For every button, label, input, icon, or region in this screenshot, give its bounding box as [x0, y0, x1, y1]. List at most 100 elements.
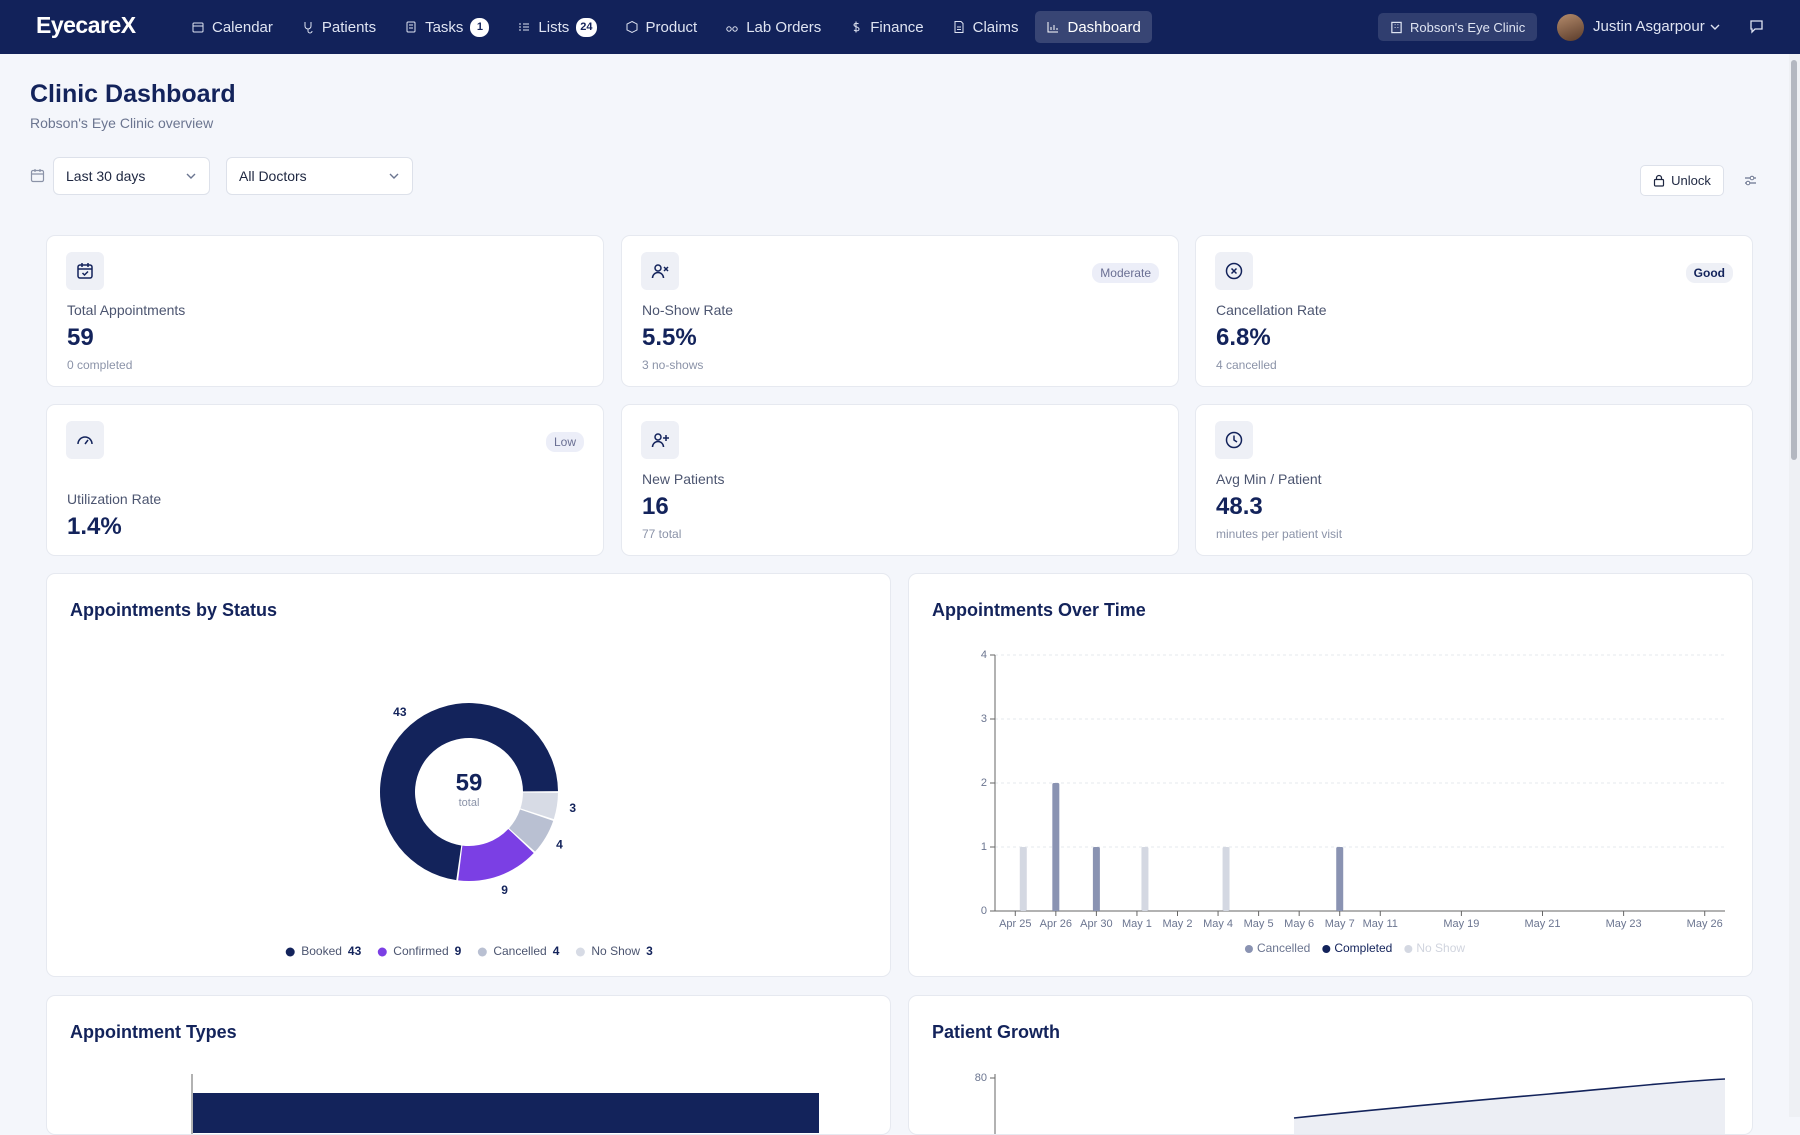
nav-item[interactable]: Dashboard [1035, 11, 1152, 43]
chevron [389, 173, 399, 179]
y-tick-label: 2 [981, 777, 987, 789]
kpi-card: Moderate No-Show Rate 5.5% 3 no-shows [621, 235, 1179, 387]
kpi-card: New Patients 16 77 total [621, 404, 1179, 556]
time-card: Appointments Over Time 0 1 2 3 4 Apr 25 Apr 26… [908, 573, 1753, 977]
legend-label: Cancelled [1257, 941, 1310, 955]
nav-label: Patients [321, 18, 377, 36]
nav-item[interactable]: Lab Orders [714, 11, 832, 43]
user-chevron[interactable] [1709, 21, 1721, 33]
kpi-badge: Good [1685, 263, 1733, 283]
kpi-value: 16 [642, 493, 669, 520]
kpi-card: Avg Min / Patient 48.3 minutes per patient… [1195, 404, 1753, 556]
status-card: Appointments by Status 43 9 4 3 59 total Booke… [46, 573, 891, 977]
chat-icon[interactable] [1749, 19, 1764, 34]
slice-label: 9 [501, 883, 508, 897]
nav-item[interactable]: Lists 24 [506, 11, 607, 43]
kpi-card: Low Utilization Rate 1.4% [46, 404, 604, 556]
x-tick-label: May 19 [1443, 918, 1479, 930]
slice-label: 43 [393, 705, 407, 719]
top-nav: EyecareX Calendar Patients Tasks 1 Lists 24 Pr… [0, 0, 1800, 54]
calendar-icon [30, 169, 45, 183]
area-decoration [1294, 1079, 1725, 1134]
lock-icon [1654, 174, 1665, 187]
avatar[interactable] [1557, 14, 1584, 41]
nav-item[interactable]: Product [614, 11, 709, 43]
bar [1052, 783, 1060, 911]
legend-label: Booked [301, 944, 342, 958]
donut-slice [380, 703, 558, 881]
kpi-value: 5.5% [642, 324, 697, 351]
legend-value: 3 [646, 944, 653, 958]
nav-icon [1047, 22, 1059, 33]
nav-icon [304, 22, 313, 34]
doctor-select[interactable]: All Doctors [226, 157, 413, 195]
nav-label: Lab Orders [746, 18, 822, 36]
kpi-icon-box [66, 421, 104, 459]
nav-item[interactable]: Claims [941, 11, 1030, 43]
nav-item[interactable]: Tasks 1 [393, 11, 500, 43]
legend: Cancelled Completed No Show [1244, 941, 1465, 955]
kpi-label: Total Appointments [67, 302, 186, 318]
unlock-button[interactable]: Unlock [1640, 165, 1724, 196]
nav-label: Dashboard [1067, 18, 1141, 36]
card-title: Patient Growth [932, 1022, 1061, 1042]
y-tick-label: 0 [981, 905, 987, 917]
card-title: Appointment Types [70, 1022, 237, 1042]
x-tick-label: May 4 [1203, 918, 1233, 930]
page-subtitle: Robson's Eye Clinic overview [30, 115, 214, 131]
legend-label: Completed [1334, 941, 1392, 955]
bar-decoration [193, 1093, 819, 1133]
nav-item[interactable]: Patients [290, 11, 387, 43]
kpi-label: No-Show Rate [642, 302, 734, 318]
kpi-card: Good Cancellation Rate 6.8% 4 cancelled [1195, 235, 1753, 387]
range-select[interactable]: Last 30 days [53, 157, 210, 195]
y-tick-label: 3 [981, 713, 987, 725]
legend-label: No Show [591, 944, 640, 958]
slice-label: 3 [569, 801, 576, 815]
donut-slice [458, 829, 534, 881]
x-tick-label: May 26 [1687, 918, 1723, 930]
donut-slice [520, 792, 558, 820]
growth-card: Patient Growth 80 [908, 995, 1753, 1135]
x-tick-label: Apr 26 [1040, 918, 1072, 930]
nav-item[interactable]: Finance [838, 11, 934, 43]
nav-icon [519, 23, 530, 31]
nav-item[interactable]: Calendar [180, 11, 284, 43]
kpi-icon-box [66, 252, 104, 290]
nav-label: Tasks [425, 18, 464, 36]
nav-items: Calendar Patients Tasks 1 Lists 24 Product Lab … [180, 11, 1152, 43]
kpi-icon-box [641, 252, 679, 290]
clinic-switcher[interactable]: Robson's Eye Clinic [1378, 13, 1538, 41]
x-tick-label: May 5 [1244, 918, 1274, 930]
unlock-label: Unlock [1671, 173, 1711, 188]
kpi-sub: 77 total [642, 527, 682, 541]
kpi-badge: Moderate [1092, 263, 1159, 283]
nav-label: Finance [870, 18, 924, 36]
x-tick-label: May 2 [1163, 918, 1193, 930]
kpi-card: Total Appointments 59 0 completed [46, 235, 604, 387]
user-name[interactable]: Justin Asgarpour [1593, 18, 1705, 35]
logo[interactable]: EyecareX [36, 12, 136, 38]
range-value: Last 30 days [66, 168, 146, 184]
kpi-value: 59 [67, 324, 94, 351]
nav-icon [954, 21, 964, 33]
bar [1222, 847, 1230, 911]
kpi-label: Avg Min / Patient [1216, 471, 1322, 487]
nav-icon [853, 21, 860, 33]
legend-dot [1322, 945, 1331, 953]
legend-label: Cancelled [493, 944, 546, 958]
bar-chart: 0 1 2 3 4 Apr 25 Apr 26 Apr 30 May 1 May 2 May 4 Ma… [981, 649, 1725, 955]
kpi-label: Utilization Rate [67, 491, 162, 507]
nav-icon [406, 21, 416, 33]
kpi-icon [651, 433, 669, 448]
settings-icon[interactable] [1743, 173, 1758, 188]
nav-label: Claims [972, 18, 1019, 36]
x-tick-label: May 21 [1524, 918, 1560, 930]
scrollbar-thumb[interactable] [1791, 60, 1797, 460]
kpi-icon-box [1215, 252, 1253, 290]
x-tick-label: May 23 [1606, 918, 1642, 930]
legend-label: No Show [1416, 941, 1465, 955]
donut-total: 59 [456, 769, 483, 796]
